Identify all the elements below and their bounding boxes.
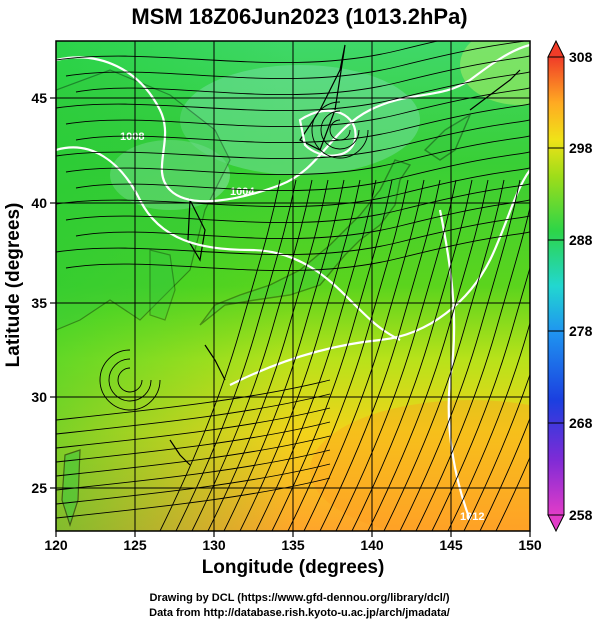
credit-data: Data from http://database.rish.kyoto-u.a… bbox=[149, 607, 450, 619]
x-tick-label: 135 bbox=[281, 537, 305, 553]
contour-label: 1012 bbox=[460, 511, 484, 523]
x-tick-label: 150 bbox=[518, 537, 542, 553]
colorbar-tick-label: 308 bbox=[569, 49, 593, 65]
x-tick-label: 125 bbox=[123, 537, 147, 553]
x-tick-label: 145 bbox=[439, 537, 463, 553]
y-axis-label: Latitude (degrees) bbox=[3, 202, 24, 368]
y-tick-label: 35 bbox=[31, 295, 47, 311]
colorbar-tick-label: 288 bbox=[569, 232, 593, 248]
x-tick-label: 130 bbox=[202, 537, 226, 553]
contour-label: 1008 bbox=[120, 131, 144, 143]
colorbar-tick-label: 268 bbox=[569, 415, 593, 431]
y-tick-label: 45 bbox=[31, 90, 47, 106]
x-tick-label: 140 bbox=[360, 537, 384, 553]
contour-label: 1004 bbox=[230, 186, 255, 198]
lat-lon-grid bbox=[56, 41, 530, 531]
colorbar: 308 298 288 278 268 258 bbox=[547, 39, 593, 533]
y-tick-label: 40 bbox=[31, 195, 47, 211]
chart-title: MSM 18Z06Jun2023 (1013.2hPa) bbox=[131, 4, 468, 29]
temperature-field: 1004 1008 1012 bbox=[56, 41, 530, 531]
axis-ticks bbox=[50, 97, 531, 537]
colorbar-tick-label: 258 bbox=[569, 507, 593, 523]
credit-drawing: Drawing by DCL (https://www.gfd-dennou.o… bbox=[149, 592, 450, 604]
y-tick-label: 30 bbox=[31, 389, 47, 405]
x-axis-label: Longitude (degrees) bbox=[201, 557, 385, 578]
colorbar-tick-label: 298 bbox=[569, 140, 593, 156]
y-tick-label: 25 bbox=[31, 480, 47, 496]
colorbar-tick-label: 278 bbox=[569, 323, 593, 339]
x-tick-label: 120 bbox=[44, 537, 68, 553]
